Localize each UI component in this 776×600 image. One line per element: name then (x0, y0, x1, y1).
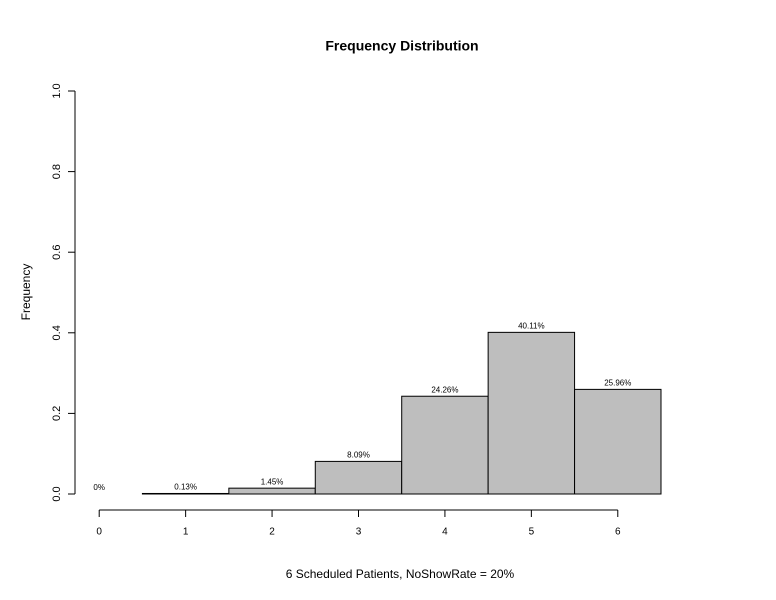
x-tick-label: 0 (96, 527, 102, 538)
x-tick-label: 3 (356, 527, 362, 538)
chart-title: Frequency Distribution (325, 38, 478, 54)
bar (141, 492, 230, 495)
value-label: 8.09% (347, 451, 370, 460)
value-label: 1.45% (261, 477, 284, 486)
y-tick-label: 0.0 (51, 486, 63, 501)
x-tick-label: 1 (183, 527, 189, 538)
y-tick-label: 0.6 (51, 245, 63, 260)
value-label: 40.11% (518, 321, 545, 330)
x-axis-label: 6 Scheduled Patients, NoShowRate = 20% (286, 567, 515, 581)
value-label: 0% (93, 483, 105, 492)
x-tick-label: 2 (269, 527, 275, 538)
value-label: 24.26% (431, 385, 458, 394)
bar (574, 388, 662, 495)
y-tick-label: 0.4 (51, 325, 63, 340)
bar (487, 331, 576, 495)
bar (401, 395, 489, 495)
y-tick-label: 0.8 (51, 164, 63, 179)
bar (314, 460, 403, 495)
value-label: 25.96% (604, 378, 631, 387)
y-axis-label: Frequency (19, 264, 33, 321)
x-tick-label: 5 (529, 527, 535, 538)
x-tick-label: 4 (442, 527, 448, 538)
y-tick-label: 1.0 (51, 83, 63, 98)
y-tick-label: 0.2 (51, 406, 63, 421)
value-label: 0.13% (174, 483, 197, 492)
x-tick-label: 6 (615, 527, 621, 538)
bar (228, 487, 316, 495)
